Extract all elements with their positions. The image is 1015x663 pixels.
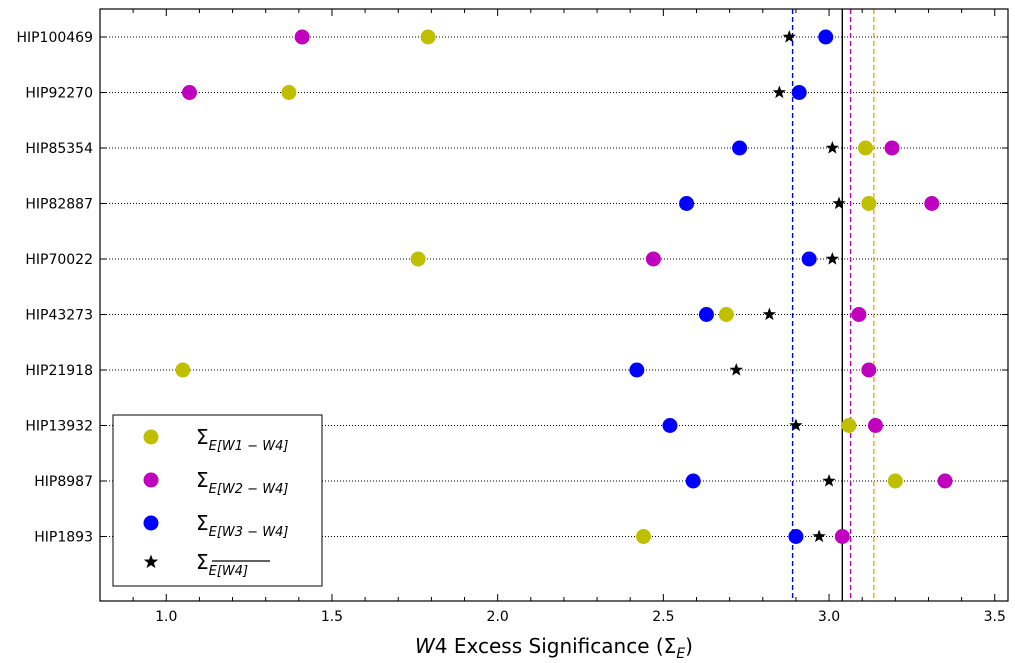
legend-subscript: E[W1 − W4] <box>209 439 289 454</box>
data-point-w3w4 <box>698 307 714 322</box>
data-point-w3w4 <box>791 85 807 100</box>
legend-entries: ΣE[W1 − W4]ΣE[W2 − W4]ΣE[W3 − W4]ΣE[W4] <box>143 425 288 579</box>
data-markers <box>175 29 953 544</box>
y-tick-labels: HIP100469 HIP92270 HIP85354 HIP82887 HIP7002… <box>16 30 93 546</box>
data-point-w2w4 <box>834 529 850 544</box>
x-tick-labels: 1.0 1.5 2.0 2.5 3.0 3.5 <box>155 609 1006 625</box>
data-point-mean <box>822 474 836 487</box>
data-point-w2w4 <box>851 307 867 322</box>
data-point-w1w4 <box>420 29 436 45</box>
data-point-w2w4 <box>294 29 310 45</box>
data-point-w2w4 <box>924 196 940 211</box>
data-point-w1w4 <box>281 85 297 100</box>
data-point-w3w4 <box>679 196 695 211</box>
data-point-w3w4 <box>629 362 645 378</box>
y-tick-label: HIP43273 <box>25 308 93 324</box>
data-point-w2w4 <box>645 251 661 267</box>
data-point-w1w4 <box>718 307 734 322</box>
y-tick-label: HIP82887 <box>25 197 93 213</box>
y-tick-label: HIP100469 <box>16 30 93 46</box>
data-point-w3w4 <box>788 529 804 544</box>
data-point-w2w4 <box>861 362 877 378</box>
x-axis-label-text: 4 Excess Significance (Σ <box>435 634 677 658</box>
data-point-w1w4 <box>410 251 426 267</box>
data-point-w3w4 <box>732 140 748 156</box>
data-point-w3w4 <box>685 473 701 489</box>
y-tick-label: HIP21918 <box>25 363 93 379</box>
data-point-w1w4 <box>635 529 651 544</box>
x-tick-label: 2.5 <box>652 609 674 625</box>
x-axis-label-sub: E <box>676 646 685 662</box>
x-tick-label: 1.0 <box>155 609 177 625</box>
legend-label-w2w4: ΣE[W2 − W4] <box>196 468 288 497</box>
y-tick-label: HIP1893 <box>34 530 93 546</box>
x-tick-label: 1.5 <box>321 609 343 625</box>
data-point-w1w4 <box>861 196 877 211</box>
y-tick-label: HIP92270 <box>25 86 93 102</box>
data-point-mean <box>729 363 743 376</box>
x-axis-label-italic: W <box>415 634 436 658</box>
y-tick-label: HIP70022 <box>25 252 93 268</box>
legend-marker-mean <box>143 554 159 569</box>
data-point-w2w4 <box>937 473 953 489</box>
data-point-w3w4 <box>801 251 817 267</box>
legend-label-w3w4: ΣE[W3 − W4] <box>196 511 288 540</box>
data-point-w2w4 <box>867 418 883 433</box>
data-point-mean <box>812 529 826 543</box>
plot-frame <box>99 8 1009 602</box>
legend-symbol: Σ <box>196 425 209 449</box>
legend-symbol: Σ <box>196 550 209 574</box>
data-point-w1w4 <box>175 362 191 378</box>
data-point-mean <box>825 252 840 265</box>
legend-symbol: Σ <box>196 468 209 492</box>
x-tick-label: 2.0 <box>487 609 509 625</box>
legend-marker-w2w4 <box>143 472 159 488</box>
legend-marker-w3w4 <box>143 515 159 531</box>
legend-label-w1w4: ΣE[W1 − W4] <box>196 425 288 454</box>
x-tick-label: 3.5 <box>984 609 1006 625</box>
data-point-mean <box>762 307 777 321</box>
y-tick-label: HIP13932 <box>25 419 93 435</box>
reference-lines <box>791 9 875 601</box>
data-point-mean <box>832 196 846 210</box>
legend-label-mean: ΣE[W4] <box>196 550 248 579</box>
legend-symbol: Σ <box>196 511 209 535</box>
legend-subscript: E[W3 − W4] <box>209 525 289 540</box>
x-axis-label: W4 Excess Significance (ΣE) <box>415 634 693 662</box>
data-point-w1w4 <box>887 473 903 489</box>
x-axis-label-close: ) <box>685 634 693 658</box>
legend-subscript: E[W4] <box>209 564 248 579</box>
y-tick-label: HIP8987 <box>34 474 93 490</box>
data-point-w3w4 <box>662 418 678 433</box>
data-point-mean <box>789 418 803 432</box>
data-point-w3w4 <box>818 29 834 45</box>
gridlines <box>100 36 1008 537</box>
data-point-w2w4 <box>181 85 197 100</box>
legend-subscript: E[W2 − W4] <box>209 482 289 497</box>
data-point-w2w4 <box>884 140 900 156</box>
legend: ΣE[W1 − W4]ΣE[W2 − W4]ΣE[W3 − W4]ΣE[W4] <box>112 414 323 587</box>
y-tick-label: HIP85354 <box>25 141 93 157</box>
data-point-mean <box>772 85 786 99</box>
x-tick-label: 3.0 <box>818 609 840 625</box>
axis-ticks <box>100 9 1008 601</box>
legend-marker-w1w4 <box>143 429 159 445</box>
data-point-w1w4 <box>841 418 857 433</box>
data-point-mean <box>782 30 796 43</box>
data-point-mean <box>825 141 840 154</box>
data-point-w1w4 <box>858 140 874 156</box>
